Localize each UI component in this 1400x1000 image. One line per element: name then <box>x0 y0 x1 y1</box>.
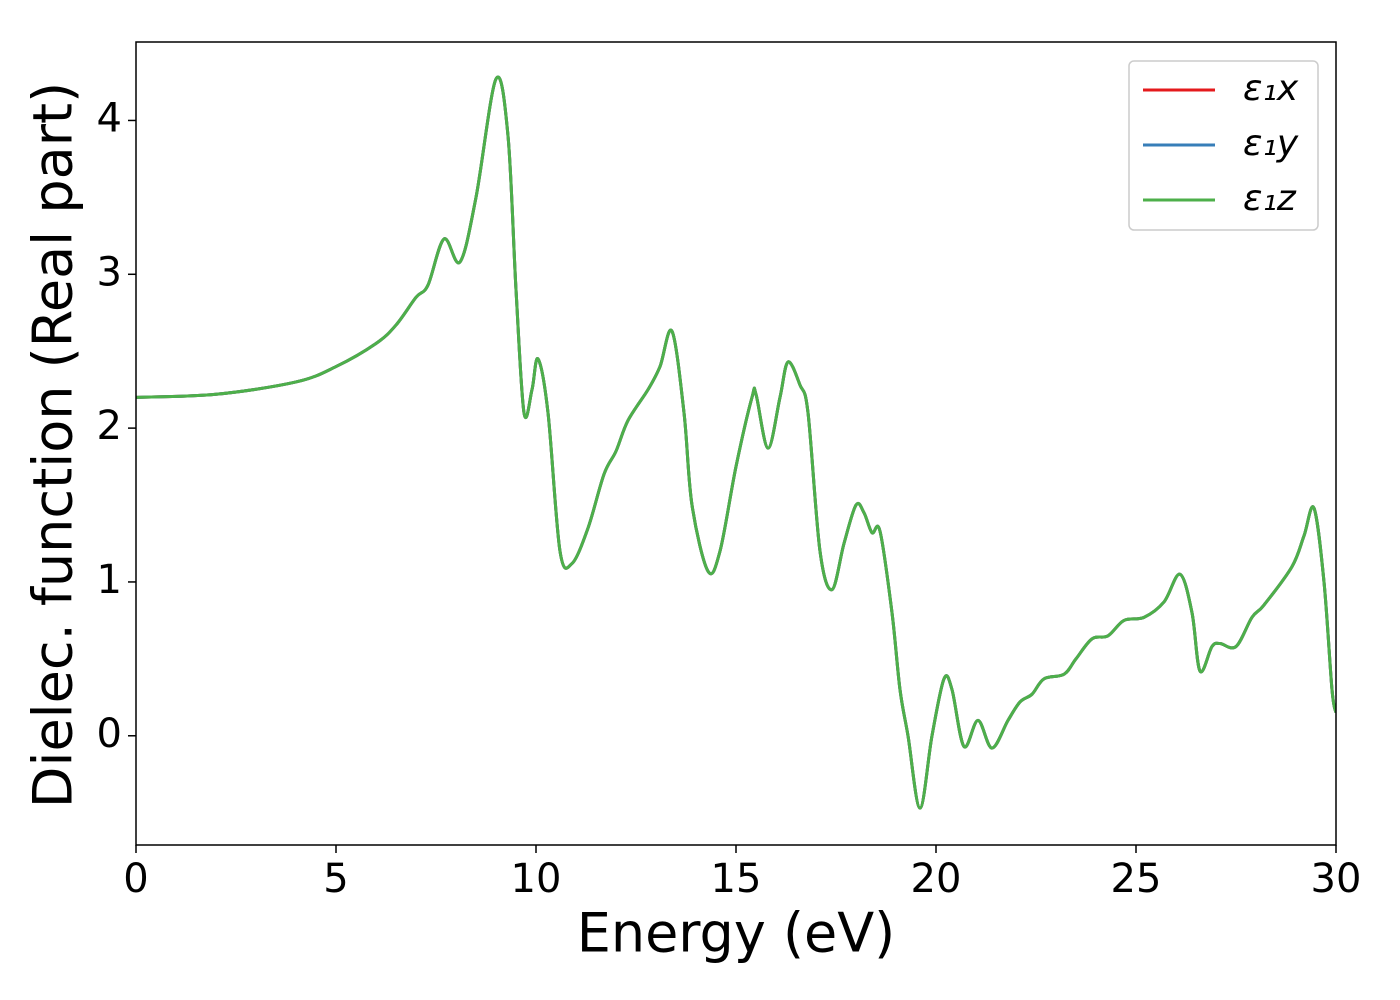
plot-frame <box>135 41 1337 846</box>
y-tick-label: 1 <box>97 557 122 603</box>
y-axis-label: Dielec. function (Real part) <box>22 82 85 808</box>
x-tick-label: 0 <box>123 856 148 902</box>
legend-label: ε₁y <box>1243 123 1299 164</box>
x-tick-label: 30 <box>1311 856 1362 902</box>
x-tick-label: 20 <box>911 856 962 902</box>
x-tick-label: 10 <box>511 856 562 902</box>
y-tick-label: 2 <box>97 403 122 449</box>
x-tick-label: 25 <box>1111 856 1162 902</box>
x-tick-label: 5 <box>323 856 348 902</box>
y-tick-label: 3 <box>97 249 122 295</box>
legend-label: ε₁x <box>1243 68 1299 109</box>
y-tick-label: 4 <box>97 95 122 141</box>
x-tick-label: 15 <box>711 856 762 902</box>
series-line <box>136 75 1336 810</box>
legend-box <box>1128 60 1319 231</box>
x-axis-label: Energy (eV) <box>577 902 896 965</box>
legend-label: ε₁z <box>1243 178 1297 219</box>
y-tick-label: 0 <box>97 711 122 757</box>
